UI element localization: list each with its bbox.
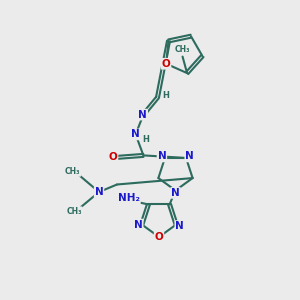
Text: N: N [130, 129, 140, 140]
Text: N: N [94, 187, 103, 197]
Text: H: H [163, 92, 169, 100]
Text: N: N [185, 152, 194, 161]
Text: N: N [175, 221, 184, 231]
Text: N: N [171, 188, 180, 198]
Text: CH₃: CH₃ [66, 207, 82, 216]
Text: CH₃: CH₃ [65, 167, 80, 176]
Text: NH₂: NH₂ [118, 194, 140, 203]
Text: N: N [134, 220, 143, 230]
Text: O: O [109, 152, 118, 163]
Text: O: O [154, 232, 164, 242]
Text: CH₃: CH₃ [175, 46, 190, 55]
Text: H: H [142, 135, 148, 144]
Text: O: O [162, 59, 170, 69]
Text: N: N [158, 152, 166, 161]
Text: N: N [138, 110, 147, 120]
